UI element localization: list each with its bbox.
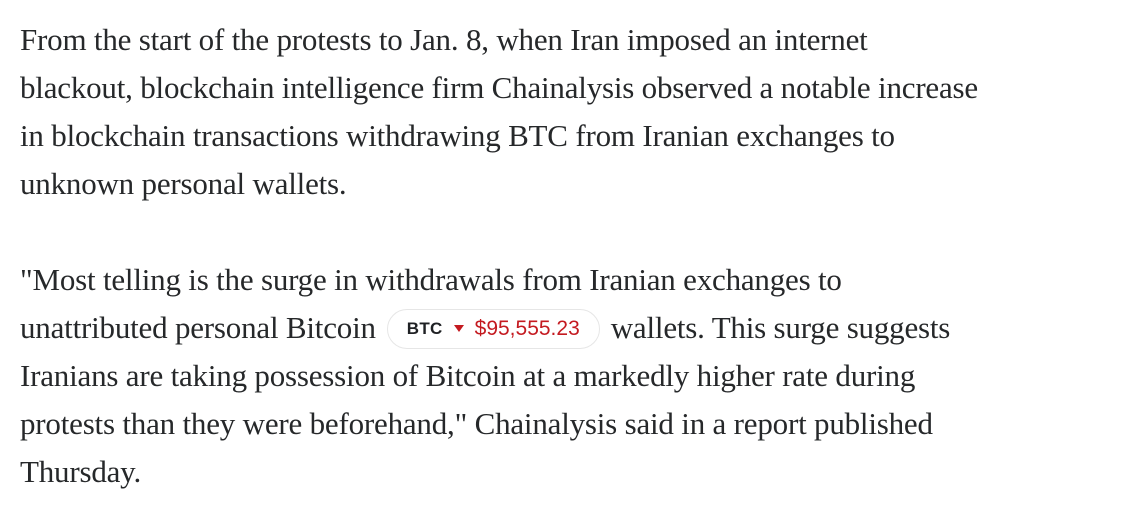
paragraph-2-line: Iranians are taking possession of Bitcoi… xyxy=(20,358,916,393)
paragraph-1-line: unknown personal wallets. xyxy=(20,166,347,201)
price-down-icon xyxy=(453,325,464,333)
paragraph-2-line: "Most telling is the surge in withdrawal… xyxy=(20,262,842,297)
paragraph-2-line2-before: unattributed personal Bitcoin xyxy=(20,310,376,345)
paragraph-1-line: From the start of the protests to Jan. 8… xyxy=(20,22,868,57)
paragraph-2: "Most telling is the surge in withdrawal… xyxy=(20,256,1120,496)
paragraph-1: From the start of the protests to Jan. 8… xyxy=(20,16,1120,208)
paragraph-1-line: blackout, blockchain intelligence firm C… xyxy=(20,70,978,105)
paragraph-2-line: unattributed personal Bitcoin BTC $95,55… xyxy=(20,304,1120,352)
paragraph-2-line: Thursday. xyxy=(20,454,142,489)
article-body: From the start of the protests to Jan. 8… xyxy=(20,16,1120,496)
ticker-price: $95,555.23 xyxy=(474,316,580,340)
btc-ticker-badge[interactable]: BTC $95,555.23 xyxy=(386,308,600,349)
ticker-symbol: BTC xyxy=(406,318,443,338)
paragraph-2-line: protests than they were beforehand," Cha… xyxy=(20,406,933,441)
paragraph-2-line2-after: wallets. This surge suggests xyxy=(610,310,951,345)
paragraph-1-line: in blockchain transactions withdrawing B… xyxy=(20,118,895,153)
